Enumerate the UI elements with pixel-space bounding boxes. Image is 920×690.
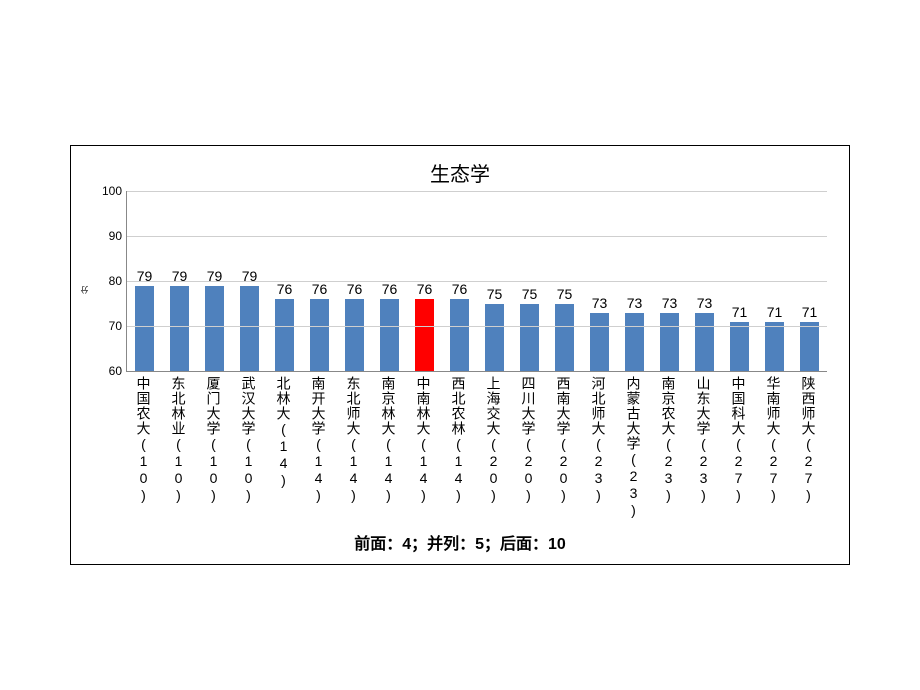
y-tick-label: 60 (97, 364, 122, 378)
bar-value-label: 73 (650, 295, 690, 311)
slide: 生态学 分 7979797976767676767675757573737373… (0, 0, 920, 690)
bar (555, 304, 574, 372)
bar (310, 299, 329, 371)
x-tick-label: 西南大学(20) (554, 376, 574, 504)
x-tick-label: 东北师大(14) (344, 376, 364, 504)
x-axis-labels: 中国农大(10) 东北林业(10) 厦门大学(10) 武汉大学(10) 北林大(14) 南… (126, 376, 826, 521)
y-tick-label: 100 (97, 184, 122, 198)
chart-container: 生态学 分 7979797976767676767675757573737373… (70, 145, 850, 565)
bar-value-label: 76 (440, 281, 480, 297)
chart-title: 生态学 (71, 158, 849, 187)
bar (520, 304, 539, 372)
y-axis-label: 分 (79, 286, 90, 294)
bar-value-label: 75 (545, 286, 585, 302)
bar-value-label: 73 (615, 295, 655, 311)
y-tick-label: 80 (97, 274, 122, 288)
bar-value-label: 76 (405, 281, 445, 297)
gridline (127, 326, 827, 327)
bar (625, 313, 644, 372)
x-tick-label: 上海交大(20) (484, 376, 504, 504)
x-tick-label: 南京林大(14) (379, 376, 399, 504)
bar (380, 299, 399, 371)
x-tick-label: 东北林业(10) (169, 376, 189, 504)
chart-caption: 前面：4；并列：5；后面：10 (71, 530, 849, 554)
x-tick-label: 河北师大(23) (589, 376, 609, 504)
bar (170, 286, 189, 372)
x-tick-label: 华南师大(27) (764, 376, 784, 504)
x-tick-label: 陕西师大(27) (799, 376, 819, 504)
bar-value-label: 76 (300, 281, 340, 297)
x-tick-label: 中国科大(27) (729, 376, 749, 504)
bar-value-label: 75 (510, 286, 550, 302)
bar-value-label: 73 (580, 295, 620, 311)
gridline (127, 236, 827, 237)
bar (730, 322, 749, 372)
x-tick-label: 西北农林(14) (449, 376, 469, 504)
x-tick-label: 四川大学(20) (519, 376, 539, 504)
x-tick-label: 南京农大(23) (659, 376, 679, 504)
bar-value-label: 71 (790, 304, 830, 320)
bar (695, 313, 714, 372)
x-tick-label: 内蒙古大学(23) (624, 376, 644, 519)
x-tick-label: 中国农大(10) (134, 376, 154, 504)
y-tick-label: 90 (97, 229, 122, 243)
x-tick-label: 北林大(14) (274, 376, 294, 489)
bar (485, 304, 504, 372)
bar (415, 299, 434, 371)
bar (135, 286, 154, 372)
x-tick-label: 武汉大学(10) (239, 376, 259, 504)
plot-area: 7979797976767676767675757573737373717171… (126, 191, 827, 372)
bar (660, 313, 679, 372)
bar (240, 286, 259, 372)
bar (275, 299, 294, 371)
bar (205, 286, 224, 372)
gridline (127, 281, 827, 282)
bar-value-label: 75 (475, 286, 515, 302)
bar-value-label: 71 (755, 304, 795, 320)
bar (345, 299, 364, 371)
bar (450, 299, 469, 371)
bar-value-label: 76 (370, 281, 410, 297)
bar (590, 313, 609, 372)
bar-value-label: 71 (720, 304, 760, 320)
bar (800, 322, 819, 372)
x-tick-label: 山东大学(23) (694, 376, 714, 504)
bar-value-label: 73 (685, 295, 725, 311)
bar-value-label: 76 (265, 281, 305, 297)
y-tick-label: 70 (97, 319, 122, 333)
bar (765, 322, 784, 372)
bar-value-label: 76 (335, 281, 375, 297)
x-tick-label: 中南林大(14) (414, 376, 434, 504)
x-tick-label: 厦门大学(10) (204, 376, 224, 504)
x-tick-label: 南开大学(14) (309, 376, 329, 504)
gridline (127, 191, 827, 192)
